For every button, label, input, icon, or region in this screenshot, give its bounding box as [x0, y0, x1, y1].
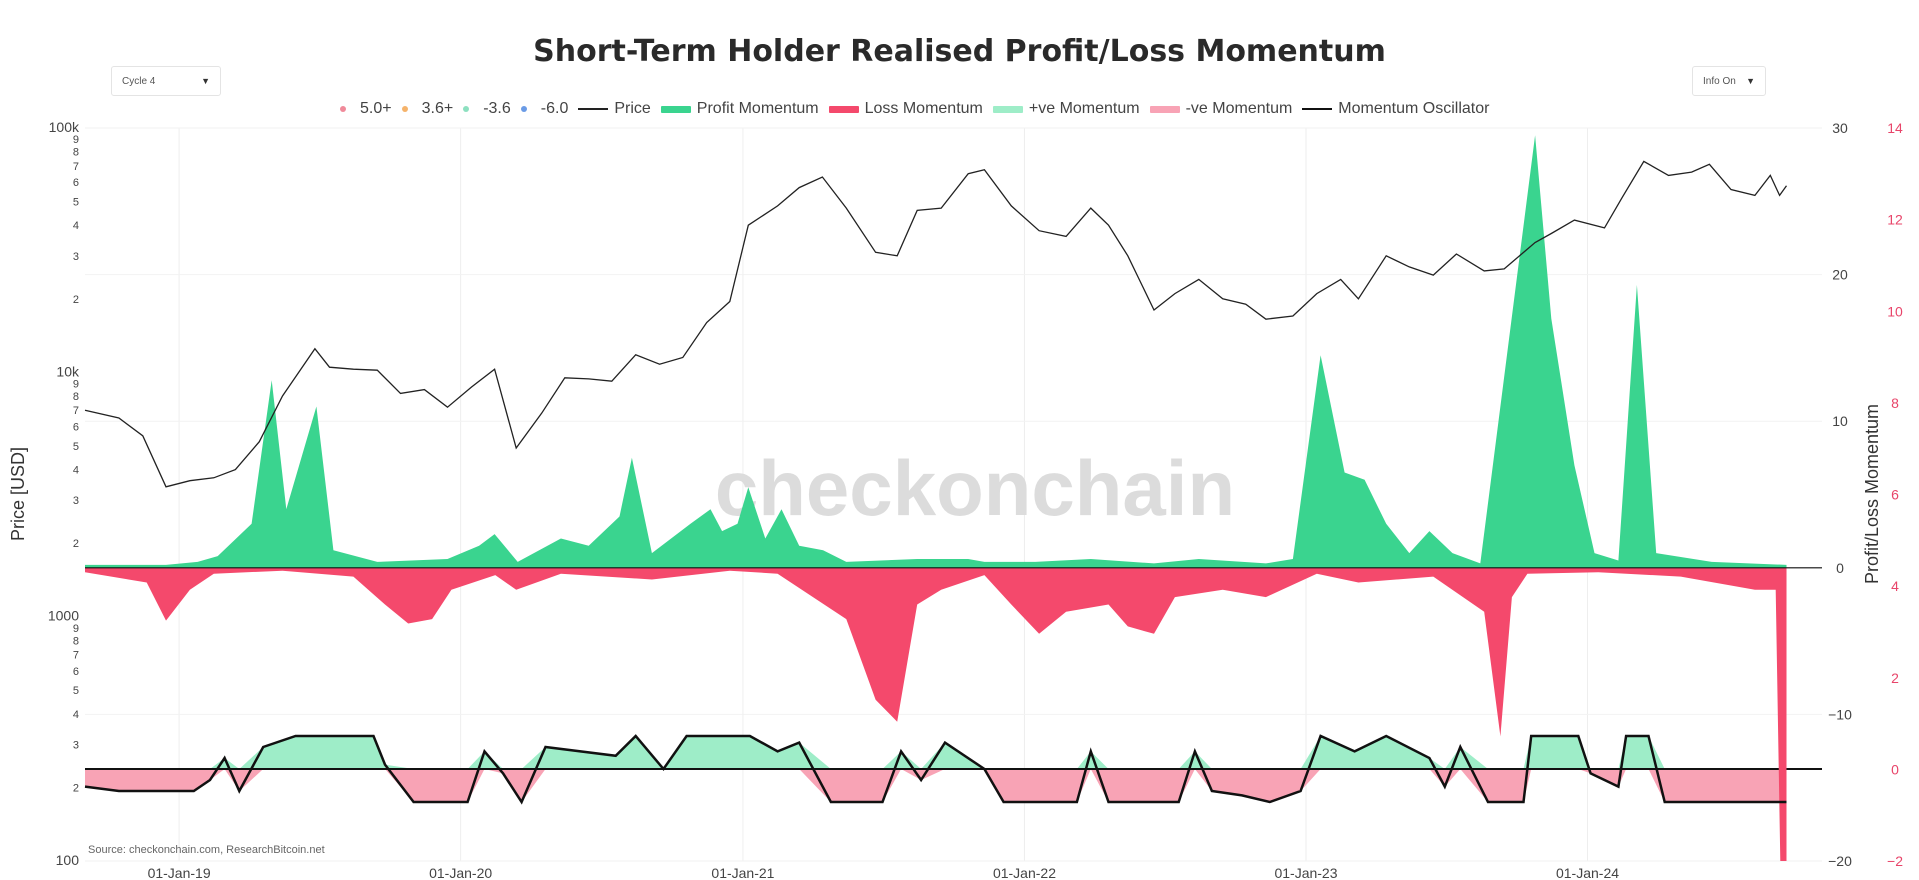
right-tick-label: −20: [1828, 853, 1852, 869]
profit-momentum-area: [85, 135, 1787, 568]
legend-label: 5.0+: [360, 100, 392, 117]
left-tick-label: 6: [73, 177, 79, 189]
source-note: Source: checkonchain.com, ResearchBitcoi…: [88, 844, 325, 856]
legend-label: Momentum Oscillator: [1338, 100, 1490, 117]
right-tick-label: 0: [1836, 560, 1844, 576]
legend-label: -ve Momentum: [1185, 100, 1293, 117]
left-tick-label: 9: [73, 623, 79, 635]
x-tick-label: 01-Jan-19: [148, 865, 211, 880]
cycle-dropdown[interactable]: Cycle 4 ▼: [111, 66, 221, 96]
left-tick-label: 2: [73, 294, 79, 306]
left-tick-label: 3: [73, 739, 79, 751]
right2-tick-label: 12: [1887, 212, 1903, 228]
legend-item[interactable]: Price: [578, 100, 651, 118]
legend-label: Price: [614, 100, 651, 117]
momentum-oscillator-line: [84, 734, 1787, 805]
legend-item[interactable]: -6.0: [520, 100, 569, 118]
chart-title: Short-Term Holder Realised Profit/Loss M…: [533, 34, 1386, 69]
left-tick-label: 7: [73, 161, 79, 173]
legend-item[interactable]: 5.0+: [340, 100, 392, 118]
legend-item[interactable]: Momentum Oscillator: [1302, 100, 1489, 118]
x-tick-label: 01-Jan-22: [993, 865, 1056, 880]
legend-swatch: [1149, 105, 1180, 113]
legend-swatch: [401, 106, 408, 112]
left-tick-label: 4: [73, 220, 79, 232]
legend-item[interactable]: 3.6+: [401, 100, 454, 118]
left-tick-label: 100: [56, 852, 80, 868]
x-tick-label: 01-Jan-23: [1274, 865, 1337, 880]
legend-label: -6.0: [540, 100, 569, 117]
left-tick-label: 8: [73, 147, 79, 159]
left-tick-label: 1000: [48, 608, 79, 624]
info-dropdown-value: Info On: [1703, 75, 1736, 87]
left-tick-label: 6: [73, 666, 79, 678]
left-tick-label: 2: [73, 538, 79, 550]
left-tick-label: 4: [73, 465, 79, 477]
legend-swatch: [992, 105, 1023, 113]
legend-swatch: [660, 105, 691, 113]
legend-label: +ve Momentum: [1028, 100, 1140, 117]
positive-momentum-area: [85, 736, 1787, 769]
legend-swatch: [578, 108, 609, 110]
right2-tick-label: 0: [1891, 761, 1899, 777]
left-tick-label: 7: [73, 405, 79, 417]
left-tick-label: 8: [73, 635, 79, 647]
right2-tick-label: −2: [1887, 853, 1903, 869]
right2-tick-label: 14: [1887, 120, 1903, 136]
legend-label: Loss Momentum: [864, 100, 983, 117]
cycle-dropdown-value: Cycle 4: [122, 75, 156, 87]
right-tick-label: 30: [1832, 120, 1848, 136]
legend-swatch: [1302, 108, 1333, 110]
info-dropdown[interactable]: Info On ▼: [1692, 66, 1766, 96]
left-tick-label: 3: [73, 495, 79, 507]
legend-swatch: [828, 105, 859, 113]
chart-legend: 5.0+ 3.6+ -3.6 -6.0 Price Profit Momentum Loss…: [340, 97, 1570, 121]
left-tick-label: 2: [73, 782, 79, 794]
right2-tick-label: 6: [1891, 487, 1899, 503]
x-tick-label: 01-Jan-21: [711, 865, 774, 880]
legend-swatch: [463, 106, 470, 112]
right2-tick-label: 8: [1891, 395, 1899, 411]
left-tick-label: 3: [73, 251, 79, 263]
legend-swatch: [520, 106, 527, 112]
price-line: [84, 160, 1788, 488]
legend-swatch: [340, 106, 346, 112]
right-tick-label: −10: [1828, 706, 1852, 722]
legend-label: 3.6+: [421, 100, 454, 117]
chevron-down-icon: ▼: [1746, 76, 1755, 86]
left-tick-label: 5: [73, 197, 79, 209]
left-tick-label: 8: [73, 391, 79, 403]
x-tick-label: 01-Jan-20: [429, 865, 492, 880]
right2-tick-label: 2: [1891, 670, 1899, 686]
left-axis-label: Price [USD]: [8, 447, 28, 541]
negative-momentum-area: [85, 769, 1787, 802]
legend-item[interactable]: Loss Momentum: [828, 100, 983, 118]
left-tick-label: 5: [73, 441, 79, 453]
right-tick-label: 20: [1832, 267, 1848, 283]
left-tick-label: 6: [73, 422, 79, 434]
left-tick-label: 7: [73, 650, 79, 662]
left-tick-label: 100k: [49, 119, 80, 135]
right2-tick-label: 10: [1887, 303, 1903, 319]
left-tick-label: 9: [73, 134, 79, 146]
left-tick-label: 4: [73, 709, 79, 721]
chevron-down-icon: ▼: [201, 76, 210, 86]
legend-label: Profit Momentum: [696, 100, 819, 117]
right2-tick-label: 4: [1891, 578, 1899, 594]
legend-label: -3.6: [483, 100, 511, 117]
x-tick-label: 01-Jan-24: [1556, 865, 1619, 880]
legend-item[interactable]: Profit Momentum: [660, 100, 819, 118]
watermark: checkonchain: [715, 444, 1235, 532]
legend-item[interactable]: +ve Momentum: [992, 100, 1140, 118]
left-tick-label: 5: [73, 685, 79, 697]
legend-item[interactable]: -3.6: [463, 100, 511, 118]
left-tick-label: 9: [73, 379, 79, 391]
left-tick-label: 10k: [56, 363, 80, 379]
right-tick-label: 10: [1832, 413, 1848, 429]
legend-item[interactable]: -ve Momentum: [1149, 100, 1293, 118]
right-axis-label: Profit/Loss Momentum: [1862, 404, 1882, 584]
